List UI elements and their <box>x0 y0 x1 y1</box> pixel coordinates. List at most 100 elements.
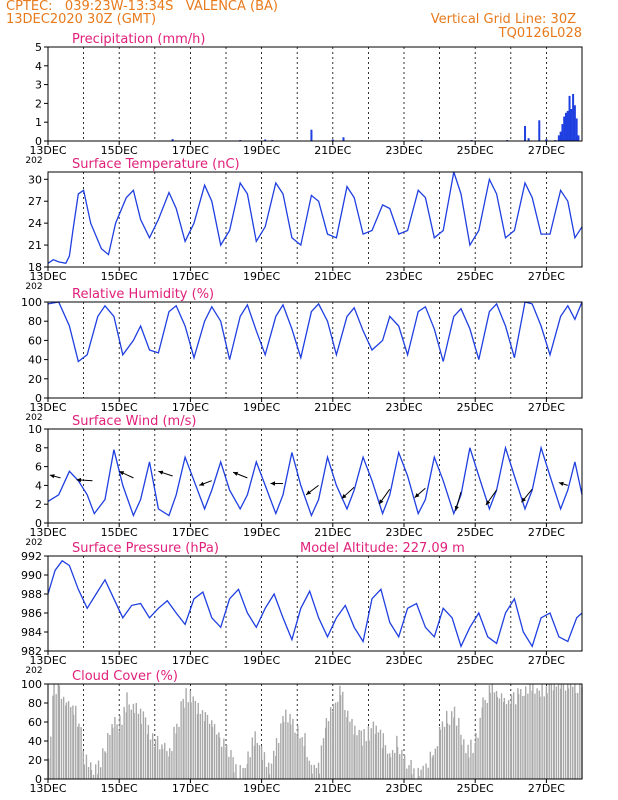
x-tick-label: 17DEC <box>172 270 209 283</box>
y-tick-label: 0 <box>35 773 42 786</box>
cloud-bar <box>347 710 349 779</box>
cloud-bar <box>374 733 377 779</box>
cloud-bar <box>204 712 207 779</box>
precip-bar <box>342 137 345 141</box>
cloud-bar <box>349 721 351 779</box>
cloud-bar <box>562 684 565 779</box>
cloud-bar <box>322 738 325 779</box>
y-tick-label: 5 <box>35 41 42 54</box>
cloud-bar <box>277 742 280 779</box>
y-tick-label: 40 <box>28 735 42 748</box>
plot-frame <box>47 555 583 652</box>
x-tick-label: 25DEC <box>457 782 494 795</box>
wind-arrow <box>521 488 533 503</box>
cloud-bar <box>77 726 79 779</box>
cloud-bar <box>475 732 477 779</box>
cloud-bar <box>72 714 75 779</box>
cloud-bar <box>211 726 214 779</box>
cloud-bar <box>360 730 362 779</box>
cloud-bar <box>344 710 346 779</box>
cloud-bar <box>216 734 218 779</box>
wind-arrow <box>270 481 283 486</box>
y-tick-label: 24 <box>28 217 42 230</box>
cloud-bar <box>422 765 424 779</box>
cloud-bar <box>567 684 569 779</box>
cloud-bar <box>550 684 553 779</box>
cloud-bar <box>235 764 237 779</box>
cloud-bar <box>465 753 467 779</box>
wind-title: Surface Wind (m/s) <box>72 414 196 429</box>
cloud-bar <box>334 702 337 779</box>
x-tick-label: 17DEC <box>172 782 209 795</box>
cloud-bar <box>401 749 403 779</box>
cloud-bar <box>564 690 567 779</box>
cloud-bar <box>233 772 235 779</box>
x-year-label: 202 <box>25 413 42 423</box>
pressure-title: Surface Pressure (hPa) <box>72 541 219 556</box>
humidity-line <box>47 301 583 363</box>
cloud-bar <box>548 684 550 779</box>
cloud-bar <box>460 734 462 779</box>
cloud-bar <box>532 684 534 779</box>
cloud-bar <box>135 702 137 779</box>
cloud-bar <box>109 735 111 779</box>
cloud-bar <box>275 738 278 779</box>
cloud-bar <box>140 724 142 779</box>
cloud-bar <box>282 721 285 779</box>
cloud-bar <box>495 691 498 779</box>
cloud-bar <box>254 731 256 779</box>
cloud-bar <box>304 733 306 779</box>
x-tick-label: 13DEC <box>29 782 66 795</box>
cloud-bar <box>381 748 384 779</box>
y-tick-label: 982 <box>21 645 42 658</box>
cloud-bar <box>375 725 377 779</box>
cloud-bar <box>356 735 358 779</box>
cloud-bar <box>351 718 353 779</box>
cloud-bar <box>339 685 341 779</box>
cloud-bar <box>297 725 299 779</box>
cloud-bar <box>472 752 474 779</box>
precip-bar <box>171 139 174 141</box>
cloud-bar <box>221 746 223 779</box>
cloud-bar <box>569 684 572 779</box>
cloud-bar <box>507 700 510 779</box>
cloud-bar <box>246 763 249 779</box>
pressure-panel: 982 984 986 988 990 992 13DEC 15DEC 17DEC 19DEC 21… <box>21 541 583 676</box>
cloud-bar <box>559 688 562 779</box>
cloud-bar <box>470 739 472 779</box>
x-year-label: 202 <box>25 538 42 548</box>
cloud-bar <box>90 769 93 779</box>
cloud-bar <box>230 750 232 779</box>
cloud-bar <box>161 744 163 779</box>
y-tick-label: 3 <box>35 79 42 92</box>
x-year-label: 202 <box>25 282 42 292</box>
cloud-bar <box>313 764 315 779</box>
cloud-bar <box>486 702 488 779</box>
cloud-bar <box>65 705 67 779</box>
cloud-bar <box>500 693 503 779</box>
cloud-bar <box>218 737 221 779</box>
cloud-bar <box>70 707 72 779</box>
cloud-bar <box>244 768 246 779</box>
cloud-bar <box>104 751 106 779</box>
cloud-bar <box>196 714 199 779</box>
cloud-bar <box>441 721 444 779</box>
y-tick-label: 30 <box>28 173 42 186</box>
cloud-bar <box>50 736 52 779</box>
cloud-bar <box>226 745 228 779</box>
cloud-bar <box>139 708 142 779</box>
cloud-bar <box>125 712 127 779</box>
wind-arrow <box>341 486 355 499</box>
cloud-bar <box>557 684 560 779</box>
cloud-bar <box>232 757 234 779</box>
cloud-bar <box>498 698 501 779</box>
pressure-line <box>47 559 583 649</box>
y-tick-label: 1 <box>35 116 42 129</box>
wind-arrow <box>49 474 61 479</box>
x-tick-label: 21DEC <box>314 144 351 157</box>
cloud-bar <box>377 732 380 779</box>
cloud-bar <box>320 745 323 779</box>
cloud-bar <box>133 713 135 779</box>
cloud-bar <box>53 684 55 779</box>
cloud-bar <box>159 749 161 779</box>
